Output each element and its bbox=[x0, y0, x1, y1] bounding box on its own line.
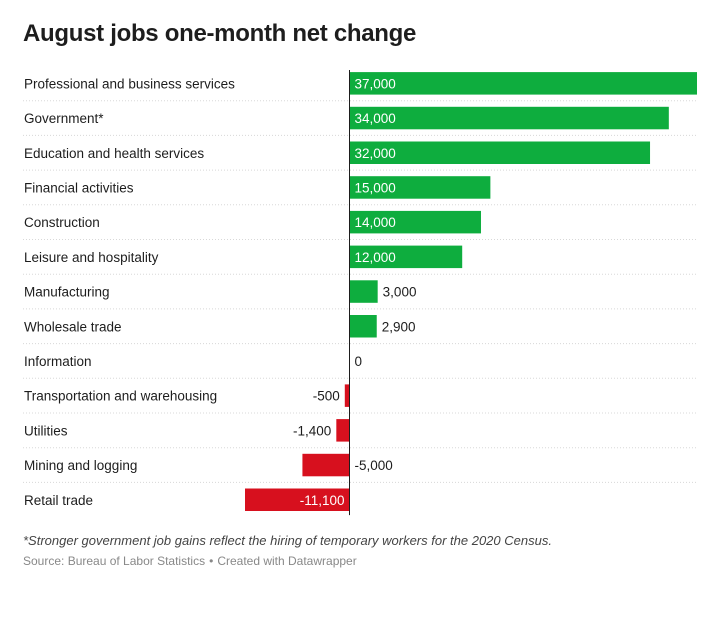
bar-chart: Professional and business services 37,000… bbox=[23, 70, 697, 516]
source-line: Source: Bureau of Labor Statistics • Creat… bbox=[23, 554, 357, 568]
category-label: Retail trade bbox=[24, 493, 93, 508]
bar bbox=[349, 210, 481, 234]
bar bbox=[349, 245, 463, 269]
category-label: Utilities bbox=[24, 423, 68, 438]
category-label: Wholesale trade bbox=[24, 319, 122, 334]
footnote: *Stronger government job gains reflect t… bbox=[23, 533, 552, 548]
category-label: Professional and business services bbox=[24, 76, 235, 91]
category-label: Mining and logging bbox=[24, 458, 137, 473]
value-label: 12,000 bbox=[355, 250, 396, 265]
bar bbox=[349, 176, 491, 199]
bar bbox=[302, 453, 350, 477]
value-label: -500 bbox=[313, 389, 340, 404]
bar bbox=[344, 384, 350, 407]
value-label: 14,000 bbox=[355, 215, 396, 230]
bar bbox=[336, 419, 350, 442]
value-label: -11,100 bbox=[300, 493, 345, 508]
category-label: Construction bbox=[24, 215, 100, 230]
category-label: Education and health services bbox=[24, 146, 204, 161]
bar bbox=[349, 315, 377, 338]
value-label: 32,000 bbox=[355, 146, 396, 161]
category-label: Government* bbox=[24, 111, 104, 126]
category-label: Financial activities bbox=[24, 180, 134, 195]
credit-text: Created with Datawrapper bbox=[217, 554, 357, 568]
value-label: -1,400 bbox=[293, 423, 331, 438]
separator: • bbox=[209, 554, 214, 568]
category-label: Manufacturing bbox=[24, 285, 110, 300]
source-text: Source: Bureau of Labor Statistics bbox=[23, 554, 206, 568]
chart-title: August jobs one-month net change bbox=[23, 20, 417, 47]
value-label: 3,000 bbox=[383, 285, 417, 300]
value-label: 0 bbox=[355, 354, 363, 369]
category-label: Information bbox=[24, 354, 92, 369]
value-label: 37,000 bbox=[355, 76, 396, 91]
bar bbox=[245, 488, 350, 511]
category-label: Transportation and warehousing bbox=[24, 389, 217, 404]
bar bbox=[349, 106, 669, 130]
bar bbox=[349, 72, 697, 95]
category-label: Leisure and hospitality bbox=[24, 250, 159, 265]
value-label: 34,000 bbox=[355, 111, 396, 126]
value-label: 15,000 bbox=[355, 180, 396, 195]
bar bbox=[349, 141, 651, 164]
value-label: -5,000 bbox=[355, 458, 393, 473]
bar bbox=[349, 280, 378, 303]
value-label: 2,900 bbox=[382, 319, 416, 334]
